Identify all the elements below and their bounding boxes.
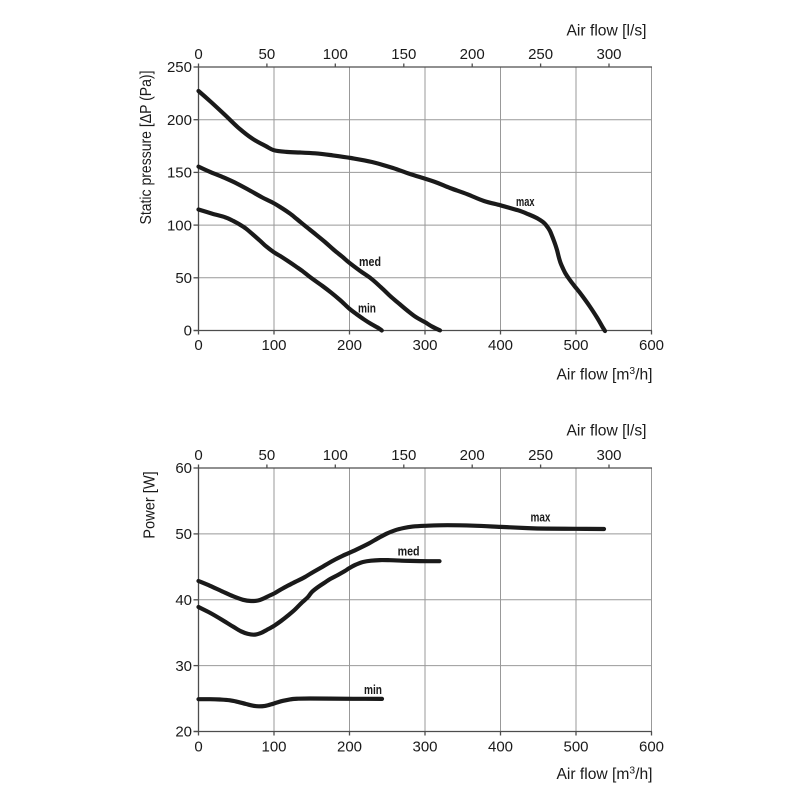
svg-text:0: 0 (194, 46, 202, 63)
svg-text:50: 50 (259, 447, 276, 464)
svg-text:250: 250 (528, 447, 553, 464)
svg-text:min: min (358, 300, 376, 315)
svg-text:med: med (359, 254, 381, 269)
svg-text:50: 50 (175, 270, 192, 287)
svg-text:100: 100 (261, 337, 286, 354)
svg-text:300: 300 (412, 337, 437, 354)
svg-text:200: 200 (167, 112, 192, 129)
svg-text:250: 250 (528, 46, 553, 63)
svg-text:300: 300 (412, 739, 437, 756)
svg-text:100: 100 (167, 217, 192, 234)
svg-text:max: max (531, 510, 552, 525)
svg-text:200: 200 (460, 447, 485, 464)
svg-text:100: 100 (323, 447, 348, 464)
svg-text:Static pressure [ΔP (Pa)]: Static pressure [ΔP (Pa)] (138, 71, 155, 225)
svg-text:500: 500 (563, 337, 588, 354)
svg-text:300: 300 (596, 46, 621, 63)
svg-text:0: 0 (194, 739, 202, 756)
svg-text:200: 200 (337, 739, 362, 756)
svg-text:60: 60 (175, 460, 192, 477)
svg-text:Power [W]: Power [W] (142, 471, 159, 539)
svg-text:Air flow [m3/h]: Air flow [m3/h] (557, 365, 653, 384)
svg-text:500: 500 (563, 739, 588, 756)
svg-text:300: 300 (596, 447, 621, 464)
svg-text:100: 100 (323, 46, 348, 63)
svg-text:400: 400 (488, 337, 513, 354)
svg-text:150: 150 (391, 447, 416, 464)
svg-text:Air flow [l/s]: Air flow [l/s] (567, 22, 647, 39)
svg-text:0: 0 (194, 447, 202, 464)
svg-text:600: 600 (639, 739, 664, 756)
svg-text:min: min (364, 682, 382, 697)
svg-text:Air flow [m3/h]: Air flow [m3/h] (557, 764, 653, 783)
svg-text:200: 200 (337, 337, 362, 354)
svg-text:Air flow [l/s]: Air flow [l/s] (567, 422, 647, 439)
svg-text:30: 30 (175, 658, 192, 675)
svg-text:40: 40 (175, 592, 192, 609)
svg-text:250: 250 (167, 59, 192, 76)
svg-text:150: 150 (167, 165, 192, 182)
svg-text:0: 0 (194, 337, 202, 354)
svg-text:0: 0 (184, 323, 192, 340)
svg-text:200: 200 (460, 46, 485, 63)
svg-text:50: 50 (259, 46, 276, 63)
svg-text:100: 100 (261, 739, 286, 756)
svg-text:med: med (398, 543, 420, 558)
svg-text:20: 20 (175, 724, 192, 741)
svg-text:400: 400 (488, 739, 513, 756)
svg-text:150: 150 (391, 46, 416, 63)
svg-text:max: max (516, 194, 535, 209)
svg-text:600: 600 (639, 337, 664, 354)
svg-text:50: 50 (175, 526, 192, 543)
